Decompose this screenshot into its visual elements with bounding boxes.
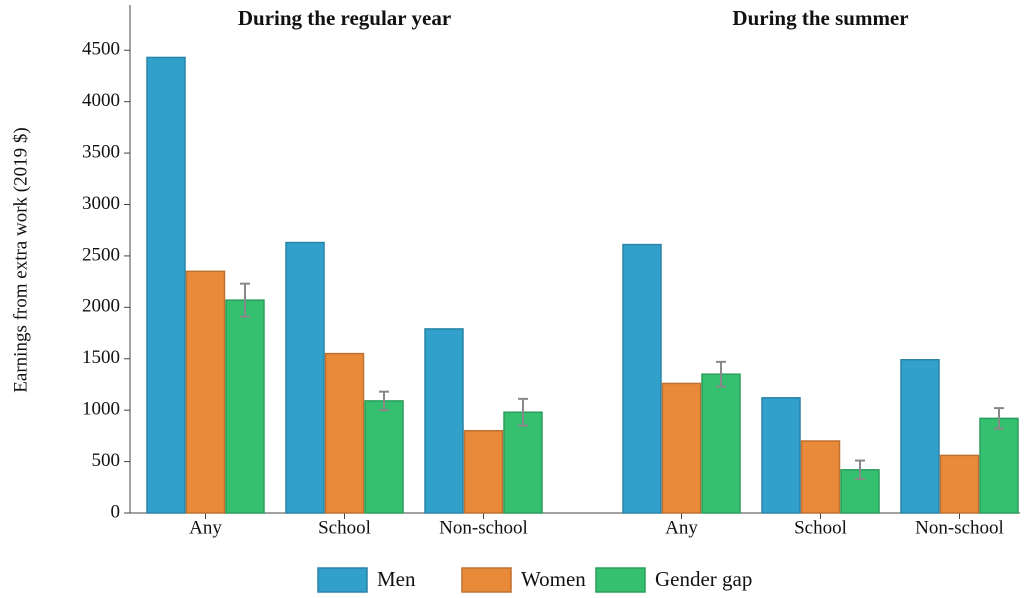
bar — [225, 299, 265, 514]
error-bar — [379, 390, 389, 412]
legend-label: Men — [377, 567, 416, 591]
legend-label: Gender gap — [655, 567, 752, 591]
y-tick-label: 3000 — [82, 193, 120, 214]
y-tick-label: 2500 — [82, 244, 120, 265]
bar — [364, 400, 404, 514]
error-bar — [716, 360, 726, 388]
bar — [900, 359, 940, 514]
error-bar — [855, 459, 865, 481]
x-tick-label: Non-school — [915, 517, 1004, 538]
y-axis-label: Earnings from extra work (2019 $) — [10, 127, 31, 392]
y-tick-label: 0 — [111, 501, 121, 522]
x-tick-label: Any — [665, 517, 698, 538]
error-bar — [518, 397, 528, 427]
bar — [761, 397, 801, 514]
bar — [146, 56, 186, 514]
panel-title: During the summer — [732, 6, 908, 30]
bar — [185, 270, 226, 514]
bar — [800, 440, 841, 514]
bar — [661, 382, 702, 514]
bar — [463, 429, 504, 514]
y-tick-label: 500 — [92, 450, 121, 471]
bar — [324, 352, 365, 514]
x-tick-label: Any — [189, 517, 222, 538]
y-tick-label: 4500 — [82, 39, 120, 60]
bar — [979, 417, 1019, 514]
y-tick-label: 3500 — [82, 141, 120, 162]
panel-title: During the regular year — [238, 6, 451, 30]
y-tick-label: 4000 — [82, 90, 120, 111]
x-tick-label: School — [794, 517, 847, 538]
y-tick-label: 1500 — [82, 347, 120, 368]
bar — [424, 328, 464, 514]
bar — [622, 243, 662, 514]
y-tick-label: 1000 — [82, 399, 120, 420]
error-bar — [240, 282, 250, 318]
error-bar — [994, 407, 1004, 430]
legend-label: Women — [521, 567, 586, 591]
bar — [285, 241, 325, 514]
legend-swatch — [595, 567, 646, 593]
bar — [701, 373, 741, 514]
x-tick-label: School — [318, 517, 371, 538]
bar — [939, 454, 980, 514]
y-tick-label: 2000 — [82, 296, 120, 317]
legend-swatch — [317, 567, 368, 593]
x-tick-label: Non-school — [439, 517, 528, 538]
bar — [503, 411, 543, 514]
legend-swatch — [461, 567, 512, 593]
